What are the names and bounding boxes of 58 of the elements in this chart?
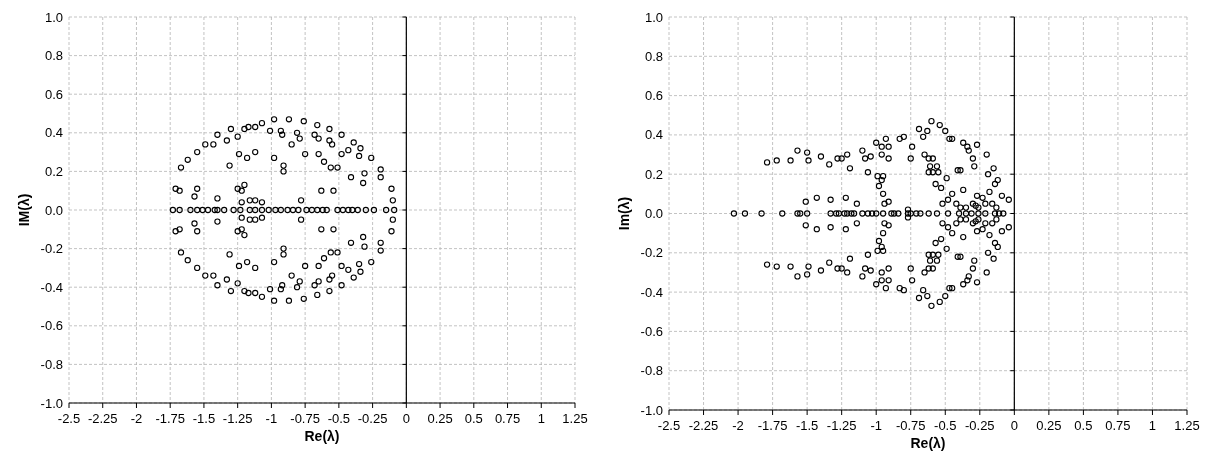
y-tick-label: -0.2 [40, 241, 63, 257]
x-tick-label: 1.25 [1174, 418, 1200, 433]
x-tick-label: -2.5 [657, 418, 681, 433]
y-tick-label: 0.4 [44, 125, 63, 141]
x-tick-label: -1.25 [222, 411, 253, 426]
y-tick-label: 0.8 [44, 48, 63, 64]
x-tick-label: -0.5 [327, 411, 351, 426]
x-tick-label: 0 [1010, 418, 1018, 433]
x-tick-label: -0.75 [290, 411, 320, 426]
x-tick-label: -2.25 [87, 411, 118, 426]
y-tick-label: 1.0 [644, 9, 663, 25]
y-tick-label: 0.6 [44, 86, 63, 102]
x-tick-label: 1.25 [562, 411, 588, 426]
y-tick-label: 0.2 [644, 166, 663, 182]
x-tick-label: 0 [402, 411, 410, 426]
x-tick-label: 0.25 [427, 411, 453, 426]
x-tick-label: -2 [130, 411, 143, 426]
x-tick-label: 1 [537, 411, 545, 426]
x-tick-label: -1.75 [155, 411, 186, 426]
x-tick-label: -1.5 [795, 418, 819, 433]
y-tick-label: 0.0 [44, 202, 63, 218]
x-axis-title: Re(λ) [910, 435, 946, 451]
y-tick-label: 1.0 [44, 9, 63, 25]
y-tick-label: -0.8 [640, 363, 663, 379]
y-tick-label: -0.2 [640, 245, 663, 261]
y-tick-label: -0.6 [40, 318, 63, 334]
x-tick-label: 1 [1148, 418, 1157, 433]
x-tick-label: -2.5 [57, 411, 81, 426]
x-tick-label: -0.5 [934, 418, 957, 433]
y-tick-label: -0.4 [40, 279, 63, 295]
y-tick-label: 0.2 [44, 163, 63, 179]
x-tick-label: -2 [732, 418, 744, 433]
y-axis-title: IM(λ) [16, 193, 32, 227]
x-axis-title: Re(λ) [304, 428, 340, 444]
x-tick-label: -1.75 [757, 418, 788, 433]
x-tick-label: -2.25 [688, 418, 719, 433]
x-tick-label: -0.25 [357, 411, 388, 426]
y-tick-label: -0.6 [640, 323, 663, 339]
x-tick-label: 0.5 [1074, 418, 1093, 433]
y-tick-label: -0.4 [640, 284, 663, 300]
y-tick-label: -1.0 [640, 402, 663, 418]
x-tick-label: 0.75 [1105, 418, 1131, 433]
y-axis-title: Im(λ) [616, 196, 632, 231]
x-tick-label: 0.5 [464, 411, 483, 426]
x-tick-label: -1 [870, 418, 882, 433]
y-tick-label: 0.6 [644, 88, 663, 104]
x-tick-label: -1.25 [826, 418, 857, 433]
y-tick-label: -0.8 [40, 356, 63, 372]
x-tick-label: 0.25 [1036, 418, 1062, 433]
x-tick-label: -0.75 [895, 418, 926, 433]
y-tick-label: -1.0 [40, 395, 63, 411]
y-tick-label: 0.4 [644, 127, 663, 143]
y-tick-label: 0.8 [644, 48, 663, 64]
x-tick-label: -0.25 [964, 418, 995, 433]
x-tick-label: -1.5 [192, 411, 216, 426]
x-tick-label: -1 [265, 411, 278, 426]
x-tick-label: 0.75 [494, 411, 521, 426]
y-tick-label: 0.0 [644, 206, 663, 221]
